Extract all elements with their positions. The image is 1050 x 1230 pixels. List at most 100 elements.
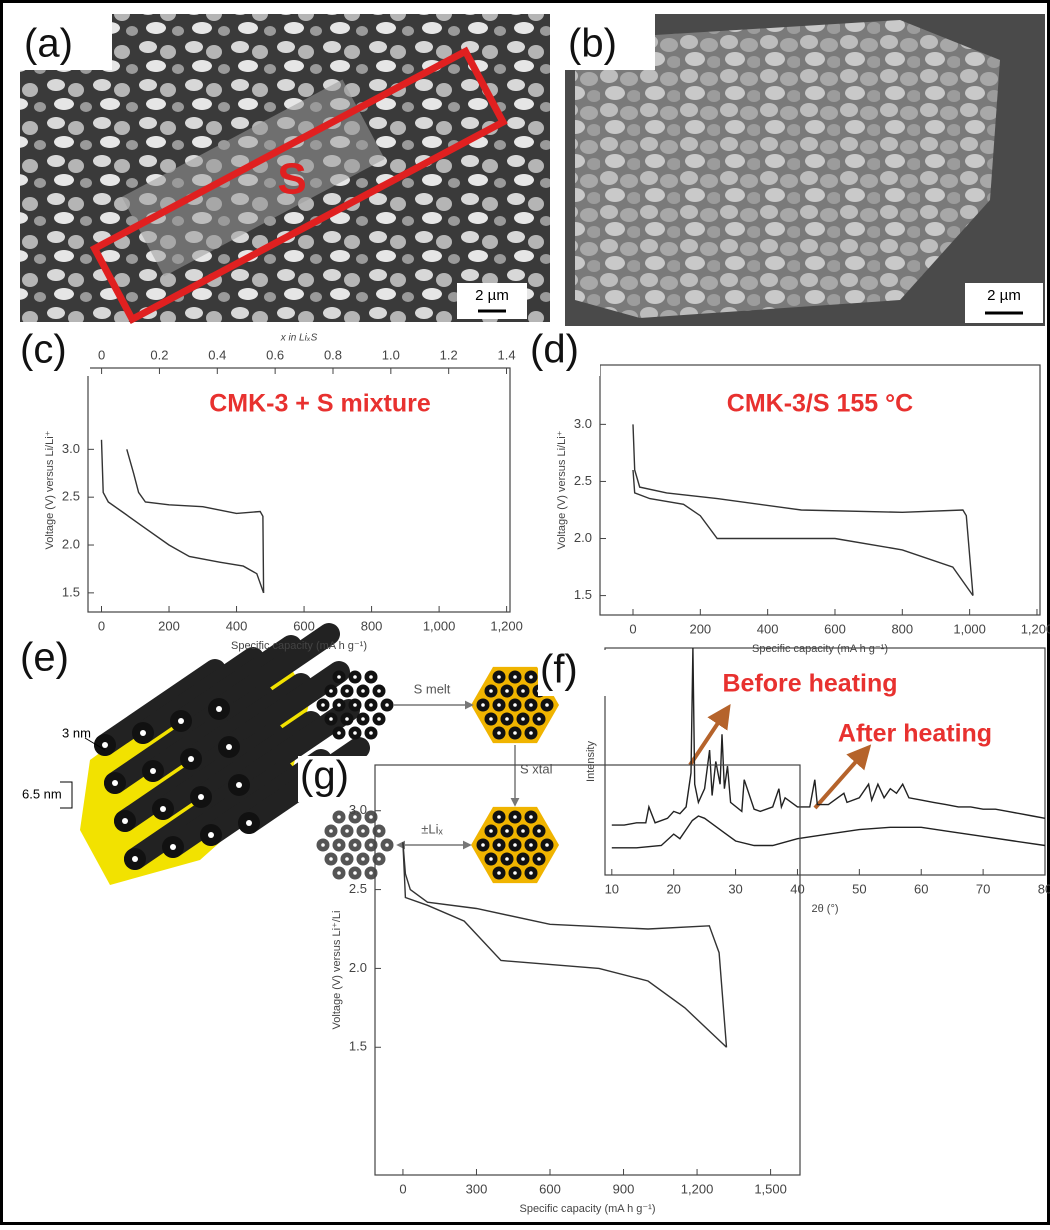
step-label: S xtal (520, 761, 553, 776)
pore (385, 843, 389, 847)
pore (353, 703, 357, 707)
y-tick-label: 1.5 (574, 587, 592, 602)
pore (246, 820, 252, 826)
pore (489, 689, 493, 693)
pore (521, 857, 525, 861)
pore (537, 717, 541, 721)
panel-label: (b) (568, 22, 617, 66)
pore (521, 717, 525, 721)
x-tick-label: 200 (689, 621, 711, 636)
panel-label: (d) (530, 328, 579, 372)
x-tick-label: 200 (158, 618, 180, 633)
pore (545, 703, 549, 707)
x-tick-label: 70 (976, 881, 990, 896)
pore (188, 756, 194, 762)
dimension-label: 6.5 nm (22, 786, 62, 801)
x2-tick-label: 0.4 (208, 347, 226, 362)
pore (345, 689, 349, 693)
pore (513, 815, 517, 819)
pore (329, 717, 333, 721)
pore (497, 675, 501, 679)
pore (369, 675, 373, 679)
pore (377, 857, 381, 861)
y-tick-label: 2.0 (62, 536, 80, 551)
pore (497, 703, 501, 707)
pore (489, 717, 493, 721)
pore (537, 857, 541, 861)
pore (513, 871, 517, 875)
figure: S 2 µm (a) 2 µm (b) (e) 3 nm 6.5 nm S me… (0, 0, 1050, 1225)
y-tick-label: 2.5 (62, 489, 80, 504)
pore (513, 843, 517, 847)
y-tick-label: 2.5 (574, 473, 592, 488)
pore (337, 871, 341, 875)
annotation: CMK-3/S 155 °C (727, 390, 913, 418)
scale-bar-label: 2 µm (475, 287, 509, 304)
pore (497, 843, 501, 847)
x-axis-label: 2θ (°) (811, 903, 838, 915)
scale-bar-label: 2 µm (987, 287, 1021, 304)
y-tick-label: 2.0 (574, 530, 592, 545)
x-tick-label: 0 (98, 618, 105, 633)
pore (513, 703, 517, 707)
pore (329, 829, 333, 833)
pore (513, 731, 517, 735)
pore (329, 857, 333, 861)
x-tick-label: 1,000 (953, 621, 986, 636)
pore (226, 744, 232, 750)
pore (497, 871, 501, 875)
annotation: S (277, 155, 306, 204)
pore (537, 829, 541, 833)
pore (102, 742, 108, 748)
x-axis-label: Specific capacity (mA h g⁻¹) (519, 1203, 655, 1215)
pore (236, 782, 242, 788)
pore (353, 675, 357, 679)
x2-tick-label: 0.8 (324, 347, 342, 362)
pore (345, 717, 349, 721)
pore (337, 815, 341, 819)
pore (489, 829, 493, 833)
y-tick-label: 3.0 (349, 802, 367, 817)
pore (529, 731, 533, 735)
pore (216, 706, 222, 712)
y-tick-label: 1.5 (62, 584, 80, 599)
pore (369, 703, 373, 707)
annotation: Before heating (722, 670, 897, 698)
pore (497, 731, 501, 735)
pore (505, 829, 509, 833)
panel-label: (f) (540, 648, 578, 692)
x-tick-label: 0 (399, 1181, 406, 1196)
pore (505, 717, 509, 721)
x-axis-label: Specific capacity (mA h g⁻¹) (231, 640, 367, 652)
x-axis-label: Specific capacity (mA h g⁻¹) (752, 643, 888, 655)
step-label: ±Liₓ (421, 821, 443, 836)
x-tick-label: 400 (226, 618, 248, 633)
pore (132, 856, 138, 862)
pore (489, 857, 493, 861)
pore (377, 717, 381, 721)
pore (345, 829, 349, 833)
x-tick-label: 600 (539, 1181, 561, 1196)
x2-tick-label: 1.0 (382, 347, 400, 362)
x-tick-label: 1,200 (681, 1181, 714, 1196)
x2-tick-label: 1.2 (440, 347, 458, 362)
x-tick-label: 800 (891, 621, 913, 636)
y-tick-label: 2.0 (349, 960, 367, 975)
x2-axis-label: x in LiₓS (280, 333, 318, 344)
pore (377, 689, 381, 693)
y-axis-label: Intensity (585, 741, 597, 782)
x-tick-label: 20 (666, 881, 680, 896)
y-tick-label: 1.5 (349, 1039, 367, 1054)
x-tick-label: 50 (852, 881, 866, 896)
pore (361, 829, 365, 833)
pore (353, 731, 357, 735)
x2-tick-label: 1.4 (497, 347, 515, 362)
pore (170, 844, 176, 850)
x2-tick-label: 0 (98, 347, 105, 362)
x-tick-label: 30 (728, 881, 742, 896)
x-tick-label: 1,500 (754, 1181, 787, 1196)
pore (160, 806, 166, 812)
x-tick-label: 600 (293, 618, 315, 633)
x-tick-label: 40 (790, 881, 804, 896)
pore (529, 843, 533, 847)
